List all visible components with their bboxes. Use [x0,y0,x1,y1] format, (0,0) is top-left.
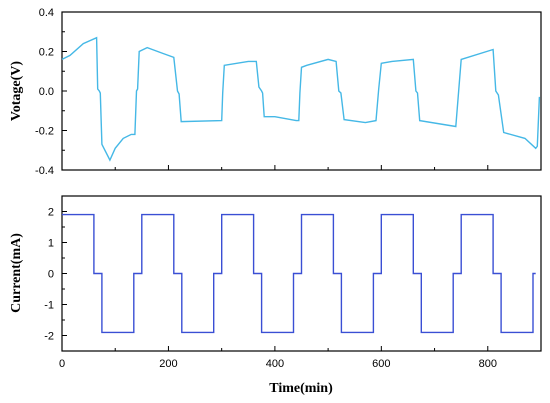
current-y-tick-label: 0 [48,269,54,281]
voltage-series-line [61,36,541,162]
x-tick-label: 400 [266,358,284,370]
current-y-tick-label: 2 [48,207,54,219]
x-tick-label: 600 [372,358,390,370]
voltage-y-tick-label: -0.2 [35,126,54,138]
voltage-y-tick-label: 0.4 [39,7,54,19]
voltage-y-tick-label: -0.4 [35,165,54,177]
x-tick-label: 200 [159,358,177,370]
current-y-tick-label: -2 [44,331,54,343]
voltage-y-axis-label: Votage(V) [9,61,24,121]
current-y-axis-label: Current(mA) [9,233,24,313]
x-axis-label: Time(min) [269,381,333,396]
voltage-plot-frame [61,11,542,171]
x-tick-label: 800 [479,358,497,370]
current-y-tick-label: -1 [44,300,54,312]
voltage-y-tick-label: 0.2 [39,47,54,59]
current-y-tick-label: 1 [48,238,54,250]
current-panel: 2 1 0 -1 -2 0 200 400 600 800 Current(mA) Time(mi… [9,195,542,396]
voltage-panel: 0.4 0.2 0.0 -0.2 -0.4 Votage(V) [9,7,542,177]
x-tick-label: 0 [59,358,65,370]
voltage-y-tick-label: 0.0 [39,86,54,98]
current-series-line [62,213,536,334]
